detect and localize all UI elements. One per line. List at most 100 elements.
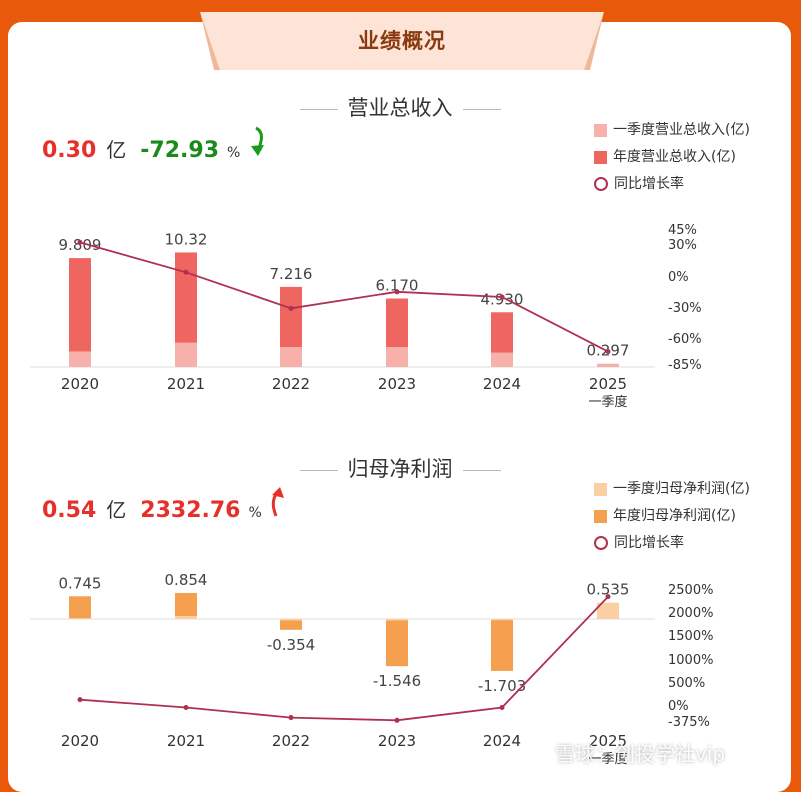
profit-kpi-change: 2332.76 (140, 498, 241, 523)
down-arrow-icon (251, 126, 264, 156)
quarter-bar (597, 363, 619, 367)
data-label: 0.854 (165, 571, 208, 589)
growth-point (183, 269, 189, 275)
legend-swatch (594, 509, 607, 523)
growth-point (183, 704, 189, 710)
quarter-bar (175, 615, 197, 619)
right-axis-tick-label: 1500% (668, 629, 713, 644)
legend-swatch (594, 123, 607, 137)
page-title: 业绩概况 (358, 29, 446, 53)
annual-bar (175, 252, 197, 367)
growth-point (77, 239, 83, 245)
legend-item-quarter: 一季度归母净利润(亿) (594, 476, 750, 503)
quarter-bar (280, 619, 302, 621)
x-axis-tick-label: 一季度 (588, 394, 627, 410)
revenue-section-title: 营业总收入 (200, 92, 600, 122)
annual-bar (69, 596, 91, 619)
right-axis-tick-label: 2500% (668, 583, 713, 598)
x-axis-tick-label: 2021 (167, 375, 205, 393)
profit-section-title: 归母净利润 (200, 453, 600, 483)
x-axis-tick-label: 2023 (378, 732, 416, 750)
revenue-kpi-value: 0.30 (42, 138, 97, 163)
legend-item-growth: 同比增长率 (594, 530, 750, 557)
x-axis-tick-label: 2020 (61, 732, 99, 750)
quarter-bar (597, 602, 619, 619)
revenue-kpi-unit: 亿 (106, 138, 127, 162)
right-axis-tick-label: 45% (668, 223, 697, 238)
legend-ring-icon (594, 536, 608, 550)
title-rule-left (299, 108, 338, 110)
growth-point (394, 717, 400, 723)
data-label: 6.170 (376, 277, 419, 295)
legend-label: 同比增长率 (614, 535, 684, 551)
x-axis-tick-label: 2024 (483, 732, 521, 750)
legend-label: 年度归母净利润(亿) (613, 508, 736, 524)
right-axis-tick-label: -60% (668, 332, 702, 347)
legend-label: 一季度营业总收入(亿) (613, 122, 750, 138)
quarter-bar (69, 618, 91, 619)
right-axis-tick-label: 1000% (668, 653, 713, 668)
quarter-bar (69, 351, 91, 367)
data-label: -1.703 (478, 677, 526, 695)
title-rule-left (299, 469, 338, 471)
growth-point (288, 305, 294, 311)
annual-bar (69, 258, 91, 367)
legend-label: 一季度归母净利润(亿) (613, 481, 750, 497)
data-label: 9.809 (59, 236, 102, 254)
legend-swatch (594, 150, 607, 164)
right-axis-tick-label: 500% (668, 676, 705, 691)
profit-legend: 一季度归母净利润(亿) 年度归母净利润(亿) 同比增长率 (594, 476, 750, 557)
quarter-bar (386, 619, 408, 621)
x-axis-tick-label: 2025 (589, 732, 627, 750)
growth-line (79, 241, 609, 353)
revenue-legend: 一季度营业总收入(亿) 年度营业总收入(亿) 同比增长率 (594, 117, 750, 198)
right-axis-tick-label: -375% (668, 715, 710, 730)
x-axis-tick-label: 2020 (61, 375, 99, 393)
x-axis-tick-label: 2021 (167, 732, 205, 750)
legend-item-annual: 年度营业总收入(亿) (594, 144, 750, 171)
title-rule-right (462, 108, 501, 110)
profit-kpi-unit: 亿 (106, 498, 127, 522)
growth-point (499, 704, 505, 710)
growth-point (77, 697, 83, 703)
annual-bar (491, 619, 513, 671)
title-rule-right (462, 469, 501, 471)
x-axis-tick-label: 2022 (272, 375, 310, 393)
quarter-bar (491, 352, 513, 367)
quarter-bar (280, 347, 302, 367)
quarter-bar (175, 342, 197, 367)
profit-kpi-value: 0.54 (42, 498, 97, 523)
quarter-bar (491, 619, 513, 621)
legend-item-annual: 年度归母净利润(亿) (594, 503, 750, 530)
growth-point (394, 289, 400, 295)
data-label: -1.546 (373, 672, 421, 690)
data-label: 7.216 (270, 265, 313, 283)
x-axis-tick-label: 2024 (483, 375, 521, 393)
x-axis-tick-label: 一季度 (588, 751, 627, 767)
legend-ring-icon (594, 177, 608, 191)
revenue-kpi-pct: % (227, 145, 241, 161)
growth-point (605, 349, 611, 355)
profit-kpi: 0.54 亿 2332.76% (42, 494, 262, 523)
data-label: 10.32 (165, 230, 208, 248)
growth-point (499, 294, 505, 300)
x-axis-tick-label: 2022 (272, 732, 310, 750)
growth-point (605, 594, 611, 600)
legend-item-quarter: 一季度营业总收入(亿) (594, 117, 750, 144)
data-label: -0.354 (267, 636, 315, 654)
revenue-kpi: 0.30 亿 -72.93% (42, 134, 240, 163)
growth-line (79, 596, 609, 722)
annual-bar (280, 619, 302, 630)
x-axis-tick-label: 2025 (589, 375, 627, 393)
right-axis-tick-label: -85% (668, 358, 702, 373)
profit-title-text: 归母净利润 (347, 457, 453, 481)
revenue-kpi-change: -72.93 (140, 138, 219, 163)
up-arrow-icon (271, 487, 284, 517)
x-axis-tick-label: 2023 (378, 375, 416, 393)
annual-bar (386, 619, 408, 667)
quarter-bar (386, 347, 408, 367)
title-banner (200, 12, 604, 70)
growth-point (288, 715, 294, 721)
data-label: 0.745 (59, 574, 102, 592)
